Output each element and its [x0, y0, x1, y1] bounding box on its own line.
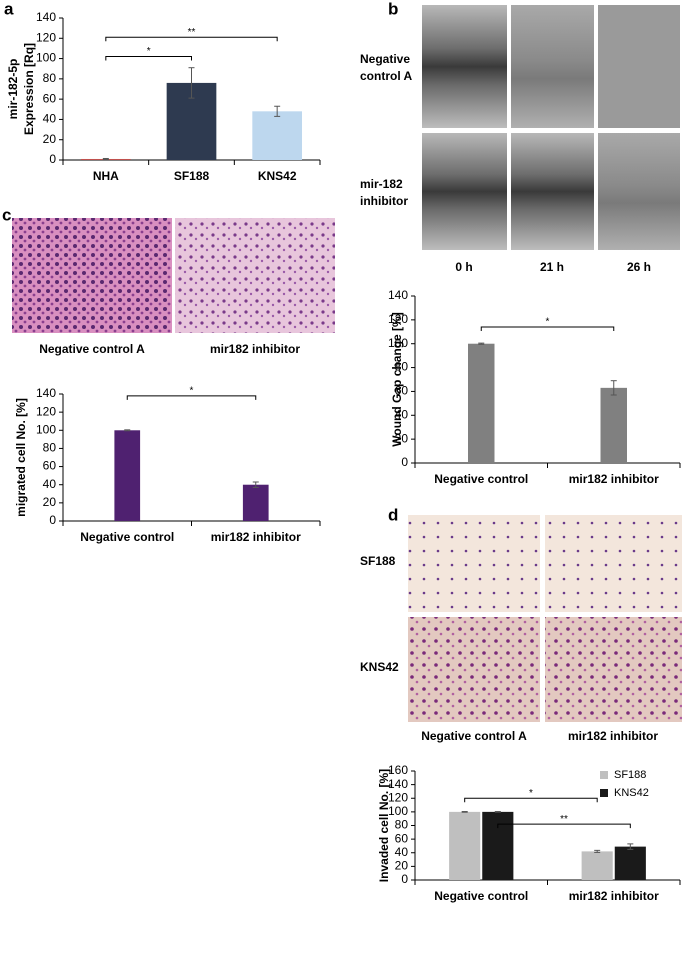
significance-bracket	[105, 56, 192, 61]
invasion-images	[408, 515, 682, 722]
bar	[252, 111, 303, 160]
x-tick-label: NHA	[93, 169, 119, 183]
y-tick-label: 20	[43, 132, 57, 146]
panel-letter: b	[388, 0, 398, 18]
y-tick-label: 60	[43, 459, 57, 473]
y-tick-label: 20	[395, 859, 409, 873]
wound-images	[422, 5, 680, 250]
y-tick-label: 60	[395, 831, 409, 845]
y-tick-label: 20	[43, 495, 57, 509]
y-axis-label: Invaded cell No. [%]	[377, 769, 391, 882]
y-tick-label: 20	[395, 431, 409, 445]
panel-letter: c	[2, 205, 11, 224]
column-label: 26 h	[627, 260, 651, 274]
significance-label: **	[560, 814, 568, 825]
x-tick-label: SF188	[174, 169, 210, 183]
y-tick-label: 0	[49, 513, 56, 527]
y-tick-label: 140	[36, 386, 56, 400]
y-tick-label: 80	[43, 71, 57, 85]
y-tick-label: 140	[388, 777, 408, 791]
significance-bracket	[126, 395, 257, 400]
y-axis-label: mir-182-5p	[6, 59, 20, 120]
y-tick-label: 140	[36, 10, 56, 24]
column-label: mir182 inhibitor	[568, 729, 658, 743]
significance-label: *	[546, 317, 550, 328]
significance-bracket	[497, 823, 631, 829]
y-tick-label: 100	[36, 51, 56, 65]
x-tick-label: mir182 inhibitor	[211, 530, 301, 544]
significance-label: *	[190, 385, 194, 396]
x-tick-label: KNS42	[258, 169, 297, 183]
legend-label: SF188	[614, 769, 646, 781]
row-label: mir-182	[360, 177, 403, 191]
x-tick-label: mir182 inhibitor	[569, 472, 659, 486]
bar	[581, 851, 613, 880]
y-tick-label: 0	[401, 455, 408, 469]
bar	[614, 846, 646, 880]
y-tick-label: 120	[388, 312, 408, 326]
panel-letter: d	[388, 505, 398, 524]
y-tick-label: 120	[36, 30, 56, 44]
significance-label: *	[529, 788, 533, 799]
x-tick-label: mir182 inhibitor	[569, 889, 659, 903]
y-tick-label: 140	[388, 288, 408, 302]
y-tick-label: 60	[43, 91, 57, 105]
y-tick-label: 120	[36, 404, 56, 418]
bar	[482, 811, 514, 880]
bar	[468, 343, 495, 463]
column-label: Negative control A	[39, 342, 145, 356]
y-tick-label: 80	[43, 441, 57, 455]
y-tick-label: 120	[388, 790, 408, 804]
bar	[600, 387, 627, 463]
y-tick-label: 60	[395, 384, 409, 398]
column-label: 0 h	[455, 260, 472, 274]
significance-bracket	[480, 326, 615, 332]
y-tick-label: 100	[388, 804, 408, 818]
bar	[449, 811, 481, 880]
legend-swatch	[600, 771, 608, 779]
row-label: control A	[360, 69, 413, 83]
y-axis-label: Expression [Rq]	[22, 43, 36, 135]
bar	[114, 430, 141, 521]
y-tick-label: 0	[401, 872, 408, 886]
y-tick-label: 40	[43, 112, 57, 126]
y-tick-label: 80	[395, 818, 409, 832]
column-label: 21 h	[540, 260, 564, 274]
column-label: Negative control A	[421, 729, 527, 743]
y-tick-label: 40	[395, 845, 409, 859]
bar	[242, 484, 269, 521]
x-tick-label: Negative control	[80, 530, 174, 544]
y-tick-label: 0	[49, 152, 56, 166]
legend-swatch	[600, 789, 608, 797]
row-label: inhibitor	[360, 194, 408, 208]
y-axis-label: Wound Gap change [%]	[390, 312, 404, 446]
migration-images	[12, 218, 335, 333]
y-tick-label: 40	[43, 477, 57, 491]
significance-label: *	[147, 46, 151, 57]
x-tick-label: Negative control	[434, 472, 528, 486]
y-tick-label: 100	[36, 422, 56, 436]
row-label: SF188	[360, 554, 396, 568]
significance-bracket	[464, 797, 598, 803]
x-tick-label: Negative control	[434, 889, 528, 903]
significance-bracket	[105, 36, 278, 42]
y-tick-label: 80	[395, 360, 409, 374]
panel-letter: a	[4, 0, 14, 18]
significance-label: **	[188, 27, 196, 38]
row-label: KNS42	[360, 660, 399, 674]
y-tick-label: 40	[395, 407, 409, 421]
y-tick-label: 160	[388, 763, 408, 777]
legend-label: KNS42	[614, 787, 649, 799]
column-label: mir182 inhibitor	[210, 342, 300, 356]
y-tick-label: 100	[388, 336, 408, 350]
row-label: Negative	[360, 52, 410, 66]
y-axis-label: migrated cell No. [%]	[14, 398, 28, 517]
